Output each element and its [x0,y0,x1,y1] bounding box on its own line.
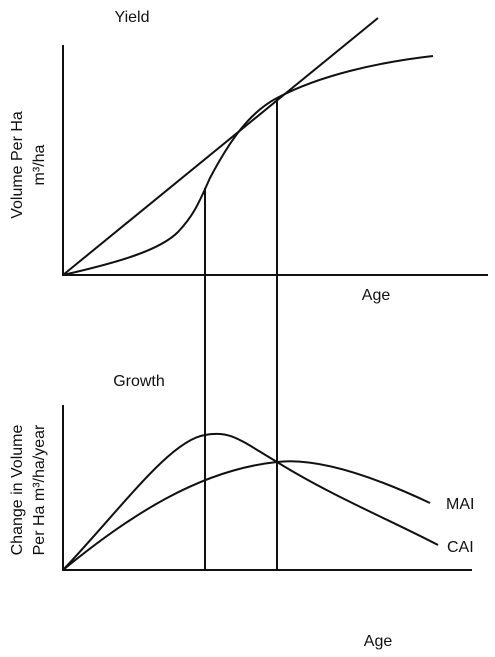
mai-line [62,17,379,276]
y-label: Per Ha m³/ha/year [31,424,48,555]
mai-curve [62,460,431,571]
y-label: Volume Per Ha [9,111,26,219]
top-title: Yield [115,9,150,26]
bottom-title: Growth [113,373,165,390]
y-label: Change in Volume [9,425,26,556]
x-label: Age [362,287,391,304]
curve-label: CAI [447,539,474,556]
cai-curve [62,432,439,571]
yield-curve [62,55,434,276]
x-label: Age [364,633,393,650]
y-label: m³/ha [31,144,48,185]
curve-label: MAI [446,496,474,513]
